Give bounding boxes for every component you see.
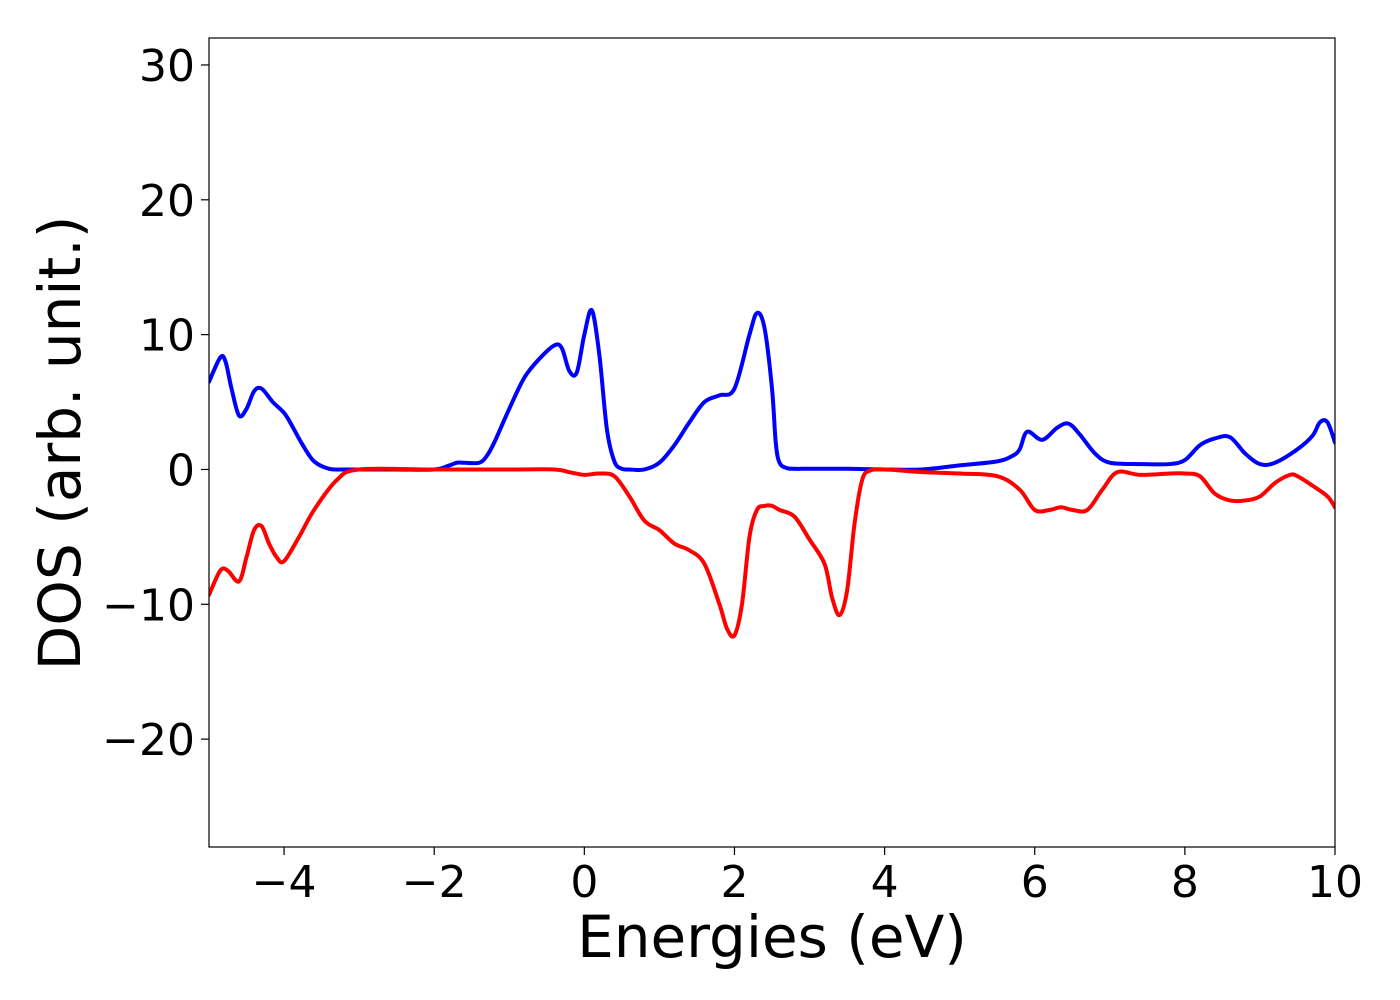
series-line-1 [209,308,1335,472]
plot-frame [208,37,1336,848]
series-layer [209,308,1335,639]
y-tick-label: 10 [139,311,195,362]
y-axis: −20 −10 0 10 20 30 [102,41,209,766]
x-tick-label: 2 [720,857,748,908]
y-tick-label: 0 [167,445,195,496]
x-tick-label: −4 [252,857,317,908]
x-tick-label: 8 [1171,857,1199,908]
y-tick-label: −20 [102,715,195,766]
x-tick-label: 6 [1021,857,1049,908]
y-tick-label: 20 [139,176,195,227]
x-tick-label: −2 [402,857,467,908]
x-tick-label: 10 [1307,857,1363,908]
x-axis-label: Energies (eV) [577,903,967,971]
x-tick-label: 0 [570,857,598,908]
x-tick-label: 4 [871,857,899,908]
y-tick-label: −10 [102,580,195,631]
x-axis: −4 −2 0 2 4 6 8 10 [252,847,1363,908]
series-line-2 [209,466,1335,639]
y-axis-label: DOS (arb. unit.) [26,216,94,671]
y-tick-label: 30 [139,41,195,92]
